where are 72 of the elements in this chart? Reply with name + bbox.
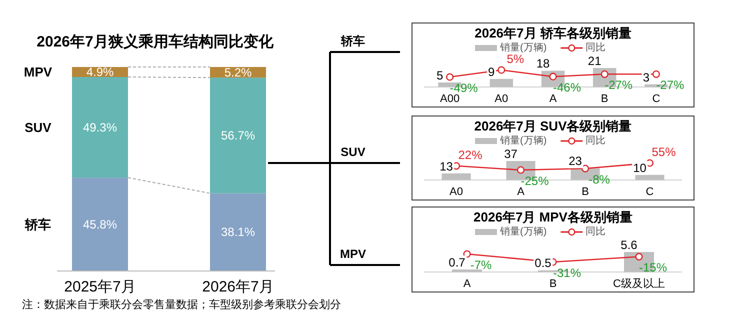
data-label: 49.3% (82, 120, 118, 134)
data-label: 0.5 (534, 256, 552, 270)
point (498, 66, 506, 74)
chart-title: 2026年7月 SUV各级别销量 (474, 118, 632, 134)
data-label: -49% (450, 81, 478, 95)
series-label: 轿车 (24, 216, 51, 232)
data-label: 10 (633, 160, 647, 175)
data-label: 45.8% (82, 217, 118, 232)
data-label: 5 (436, 68, 444, 82)
x-tick-label: A0 (494, 93, 508, 105)
data-label: -25% (520, 174, 550, 188)
data-label: 55% (652, 145, 676, 159)
data-label: 22% (458, 148, 483, 162)
bar (442, 173, 471, 180)
bar (635, 174, 664, 180)
data-label: -7% (470, 258, 492, 272)
data-label: -27% (656, 78, 685, 92)
text: 轿车 (341, 34, 365, 48)
x-tick-label: B (600, 93, 608, 105)
x-tick-label: B (582, 186, 589, 198)
text: MPV (340, 247, 366, 261)
bar (210, 193, 266, 271)
x-tick-label: A (517, 186, 526, 198)
x-tick-label: C (652, 93, 660, 105)
data-label: 23 (568, 154, 582, 168)
data-label: -27% (604, 78, 633, 92)
data-label: 37 (504, 147, 518, 161)
data-label: -46% (552, 80, 582, 95)
data-label: 18 (536, 56, 550, 71)
data-label: 5.6 (620, 238, 638, 252)
data-label: 5.2% (224, 65, 252, 80)
chart-title: 2026年7月 MPV各级别销量 (474, 210, 632, 224)
legend-label: 销量(万辆) (499, 42, 547, 54)
legend-label: 同比 (586, 226, 606, 238)
x-tick-label: 2025年7月 (64, 278, 136, 296)
x-tick-label: A0 (450, 186, 463, 198)
data-label: 4.9% (86, 65, 114, 79)
point (581, 164, 590, 172)
point (652, 70, 660, 78)
data-label: 21 (588, 54, 602, 68)
bar (490, 78, 514, 87)
bar (210, 78, 266, 194)
x-tick-label: 2026年7月 (202, 278, 274, 296)
series-label: MPV (24, 64, 52, 80)
bar (72, 76, 128, 178)
legend-label: 同比 (586, 42, 606, 54)
data-label: 0.7 (448, 256, 466, 270)
legend-label: 销量(万辆) (499, 226, 547, 238)
data-label: 9 (488, 64, 496, 79)
data-label: 56.7% (220, 128, 256, 142)
data-label: -31% (552, 266, 582, 280)
x-tick-label: A00 (440, 93, 460, 105)
point (446, 73, 454, 81)
data-label: 3 (642, 70, 650, 84)
text: 注：数据来自于乘联分会零售量数据；车型级别参考乘联分会划分 (22, 298, 341, 311)
series-label: SUV (24, 120, 52, 135)
data-label: -15% (638, 260, 668, 275)
data-label: 5% (506, 52, 524, 66)
x-tick-label: B (549, 278, 557, 290)
text: SUV (340, 145, 366, 159)
legend-label: 销量(万辆) (499, 134, 547, 146)
data-label: 38.1% (220, 225, 256, 240)
bar (72, 178, 128, 271)
data-label: -8% (588, 172, 610, 187)
chart-title: 2026年7月 轿车各级别销量 (474, 26, 632, 40)
x-tick-label: A (463, 278, 472, 290)
data-label: 13 (440, 159, 454, 174)
chart-title: 2026年7月狭义乘用车结构同比变化 (36, 32, 274, 50)
x-tick-label: C级及以上 (613, 277, 665, 290)
legend-label: 同比 (586, 134, 606, 146)
x-tick-label: C (646, 186, 654, 198)
x-tick-label: A (549, 93, 558, 105)
